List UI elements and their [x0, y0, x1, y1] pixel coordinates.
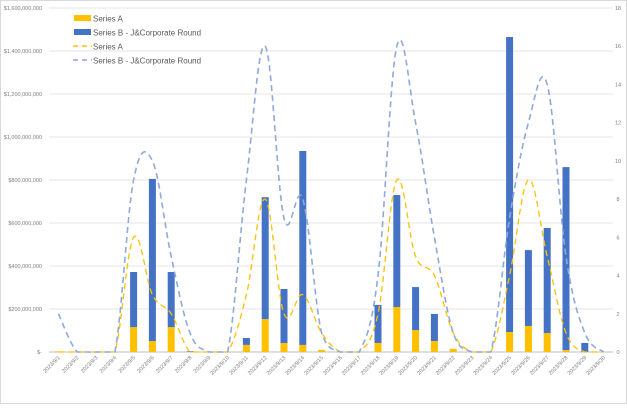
right-tick-label: 16	[615, 44, 621, 50]
bar-series-a	[167, 327, 175, 352]
bar-series-a	[524, 325, 532, 352]
line-series-a	[58, 178, 604, 353]
x-axis-ticks: 2023/9/1 2023/9/2 2023/9/3 2023/9/4 2023/9/5…	[42, 355, 607, 377]
right-tick-label: 8	[616, 197, 619, 203]
left-tick-label: $1,000,000,000	[4, 135, 42, 141]
bar-series-b	[148, 178, 156, 342]
x-tick-label: 2023/9/18	[360, 355, 382, 377]
bar-series-b	[430, 313, 438, 342]
right-tick-label: 14	[615, 82, 621, 88]
x-tick-label: 2023/9/12	[247, 355, 269, 377]
bar-series-b	[299, 150, 307, 345]
right-tick-label: 10	[615, 159, 621, 165]
bar-series-a	[261, 319, 269, 352]
x-tick-label: 2023/9/28	[548, 355, 570, 377]
x-tick-label: 2023/9/2	[61, 355, 80, 374]
bar-series-b	[506, 37, 514, 333]
legend-label: Series B - J&Corporate Round	[93, 57, 201, 66]
x-tick-label: 2023/9/20	[397, 355, 419, 377]
right-axis-ticks: 0 2 4 6 8 10 12 14 16 18	[615, 6, 621, 356]
bar-series-a	[562, 350, 570, 352]
x-tick-label: 2023/9/22	[435, 355, 457, 377]
left-axis-ticks: $- $200,000,000 $400,000,000 $600,000,000 $8…	[4, 6, 42, 356]
bar-series-a	[506, 332, 514, 352]
legend-label: Series A	[93, 15, 123, 24]
bar-series-b	[167, 272, 175, 328]
left-tick-label: $800,000,000	[8, 178, 42, 184]
right-tick-label: 6	[616, 235, 619, 241]
x-tick-label: 2023/9/30	[585, 355, 607, 377]
bar-series-b	[524, 250, 532, 326]
x-tick-label: 2023/9/16	[322, 355, 344, 377]
bar-series-a	[449, 348, 457, 352]
bar-series-a	[430, 341, 438, 352]
bar-series-a	[280, 342, 288, 352]
x-tick-label: 2023/9/4	[99, 355, 118, 374]
x-tick-label: 2023/9/13	[266, 355, 288, 377]
x-tick-label: 2023/9/8	[174, 355, 193, 374]
x-tick-label: 2023/9/15	[303, 355, 325, 377]
bar-series-b	[186, 351, 194, 352]
bar-series-b	[242, 338, 250, 345]
legend: Series A Series B - J&Corporate Round Seri…	[73, 15, 201, 66]
x-tick-label: 2023/9/29	[567, 355, 589, 377]
left-tick-label: $600,000,000	[8, 221, 42, 227]
x-tick-label: 2023/9/19	[379, 355, 401, 377]
bar-series-a	[393, 307, 401, 352]
lines	[57, 39, 605, 353]
x-tick-label: 2023/9/27	[529, 355, 551, 377]
right-tick-label: 2	[616, 312, 619, 318]
x-tick-label: 2023/9/26	[510, 355, 532, 377]
left-tick-label: $400,000,000	[8, 264, 42, 270]
bar-series-b	[374, 304, 382, 343]
legend-swatch-bar-b	[74, 29, 91, 35]
bar-series-a	[412, 330, 420, 352]
bar-series-a	[374, 342, 382, 352]
x-tick-label: 2023/9/17	[341, 355, 363, 377]
x-tick-label: 2023/9/6	[136, 355, 155, 374]
legend-label: Series B - J&Corporate Round	[93, 29, 201, 38]
bar-series-b	[412, 287, 420, 331]
x-tick-label: 2023/9/1	[42, 355, 61, 374]
left-tick-label: $1,400,000,000	[4, 49, 42, 55]
bar-series-a	[130, 327, 138, 352]
bar-series-a	[148, 341, 156, 352]
bar-series-b	[543, 227, 551, 334]
line-series-b	[57, 39, 605, 353]
right-tick-label: 12	[615, 121, 621, 127]
bars	[54, 37, 589, 352]
bar-series-b	[393, 195, 401, 308]
x-tick-label: 2023/9/24	[473, 355, 495, 377]
x-tick-label: 2023/9/5	[118, 355, 137, 374]
left-tick-label: $-	[37, 350, 42, 356]
legend-swatch-bar-a	[74, 15, 91, 21]
x-tick-label: 2023/9/7	[155, 355, 174, 374]
bar-series-a	[299, 344, 307, 352]
left-tick-label: $1,200,000,000	[4, 92, 42, 98]
legend-label: Series A	[93, 43, 123, 52]
bar-series-b	[562, 167, 570, 351]
x-tick-label: 2023/9/25	[491, 355, 513, 377]
x-tick-label: 2023/9/23	[454, 355, 476, 377]
x-tick-label: 2023/9/10	[209, 355, 231, 377]
left-tick-label: $200,000,000	[8, 307, 42, 313]
right-tick-label: 0	[616, 350, 619, 356]
x-tick-label: 2023/9/21	[416, 355, 438, 377]
left-tick-label: $1,600,000,000	[4, 6, 42, 12]
bar-series-b	[280, 289, 288, 343]
bar-series-b	[581, 342, 589, 352]
right-tick-label: 4	[616, 274, 619, 280]
bar-series-a	[543, 333, 551, 352]
bar-series-b	[130, 272, 138, 328]
bar-series-a	[318, 349, 326, 352]
bar-series-a	[242, 344, 250, 352]
bar-series-b	[261, 197, 269, 320]
x-tick-label: 2023/9/3	[80, 355, 99, 374]
x-tick-label: 2023/9/14	[285, 355, 307, 377]
gridlines	[49, 7, 613, 353]
right-tick-label: 18	[615, 6, 621, 12]
